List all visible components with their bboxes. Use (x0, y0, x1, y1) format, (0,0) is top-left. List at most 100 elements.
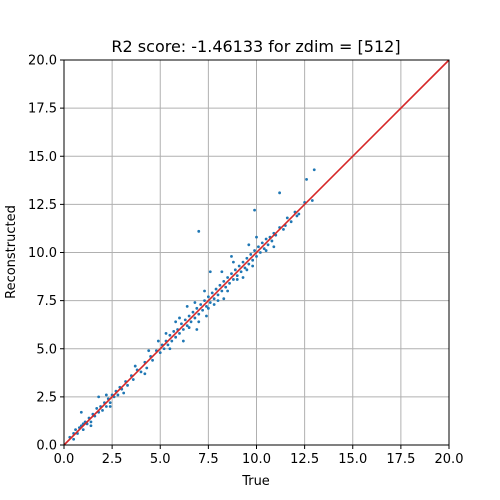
data-point (220, 289, 224, 293)
data-point (218, 283, 222, 287)
data-point (97, 395, 101, 399)
data-point (235, 278, 239, 281)
data-point (131, 378, 135, 381)
x-tick-label: 10.0 (242, 452, 271, 467)
x-tick-label: 17.5 (386, 452, 415, 467)
data-point (197, 312, 201, 316)
data-point (210, 291, 214, 295)
data-point (189, 320, 193, 324)
data-point (195, 328, 199, 331)
data-point (199, 303, 203, 306)
data-point (126, 383, 129, 387)
data-point (212, 297, 216, 301)
data-point (270, 239, 274, 243)
data-point (233, 268, 237, 272)
data-point (237, 264, 241, 268)
data-point (230, 254, 233, 258)
data-point (174, 320, 178, 324)
identity-reference-line (63, 59, 450, 446)
y-tick-label: 2.5 (36, 390, 57, 405)
data-point (164, 331, 168, 335)
data-point (195, 306, 199, 310)
x-tick-label: 7.5 (198, 452, 219, 467)
x-tick-label: 5.0 (150, 452, 171, 467)
data-point (205, 314, 208, 318)
data-point (310, 199, 314, 202)
data-point (151, 358, 154, 362)
data-point (260, 241, 264, 245)
data-point (239, 270, 243, 274)
data-point (289, 220, 293, 224)
data-point (187, 314, 191, 318)
data-point (143, 372, 147, 376)
data-point (180, 322, 183, 326)
data-point (247, 243, 251, 247)
data-point (264, 249, 268, 252)
data-point (133, 364, 137, 368)
x-tick-label: 20.0 (435, 452, 464, 467)
data-point (205, 305, 208, 308)
data-point (185, 324, 189, 328)
data-point (89, 424, 93, 428)
data-point (245, 256, 249, 260)
data-point (158, 351, 162, 354)
data-point (139, 370, 143, 374)
data-point (226, 289, 230, 293)
data-point (104, 393, 108, 397)
data-point (285, 216, 289, 220)
data-point (170, 339, 174, 343)
data-point (228, 281, 231, 285)
data-point (249, 253, 253, 256)
data-point (235, 274, 239, 277)
data-point (253, 249, 256, 252)
data-point (122, 391, 126, 395)
data-point (197, 229, 201, 233)
axis-ticks: 0.0 2.5 5.0 7.5 10.0 12.5 15.0 17.5 20.0 0.0 2.5 5.… (28, 54, 463, 468)
data-point (255, 254, 258, 258)
y-tick-label: 5.0 (36, 342, 57, 357)
data-point (220, 270, 224, 274)
data-point (79, 410, 83, 414)
data-point (253, 208, 256, 212)
data-point (214, 287, 218, 291)
data-point (216, 299, 220, 303)
data-point (272, 245, 276, 249)
data-point (147, 349, 151, 353)
data-point (191, 310, 195, 314)
x-tick-label: 15.0 (338, 452, 367, 467)
data-point (74, 428, 77, 431)
y-tick-label: 7.5 (36, 294, 57, 309)
data-point (162, 347, 166, 351)
data-point (104, 405, 108, 408)
data-point (156, 339, 160, 343)
data-point (230, 272, 233, 276)
data-point (232, 260, 235, 264)
data-point (206, 295, 210, 299)
data-point (241, 276, 245, 279)
data-point (264, 237, 268, 241)
data-point (278, 191, 281, 195)
data-point (185, 305, 189, 308)
data-point (89, 420, 93, 424)
data-point (187, 326, 191, 329)
chart-title: R2 score: -1.46133 for zdim = [512] (111, 37, 400, 56)
data-point (168, 333, 172, 337)
data-point (312, 168, 316, 172)
data-point (282, 228, 285, 231)
data-point (305, 177, 308, 181)
x-axis-label: True (241, 474, 270, 489)
data-point (81, 428, 85, 431)
x-tick-label: 2.5 (102, 452, 123, 467)
data-point (222, 279, 226, 283)
data-point (224, 285, 228, 289)
data-point (95, 407, 99, 410)
y-tick-label: 12.5 (28, 198, 57, 213)
y-tick-label: 17.5 (28, 102, 57, 117)
data-point (251, 258, 255, 262)
data-point (212, 303, 216, 306)
data-point (266, 243, 270, 247)
data-point (208, 301, 212, 304)
data-point (222, 297, 226, 301)
data-point (251, 264, 255, 268)
